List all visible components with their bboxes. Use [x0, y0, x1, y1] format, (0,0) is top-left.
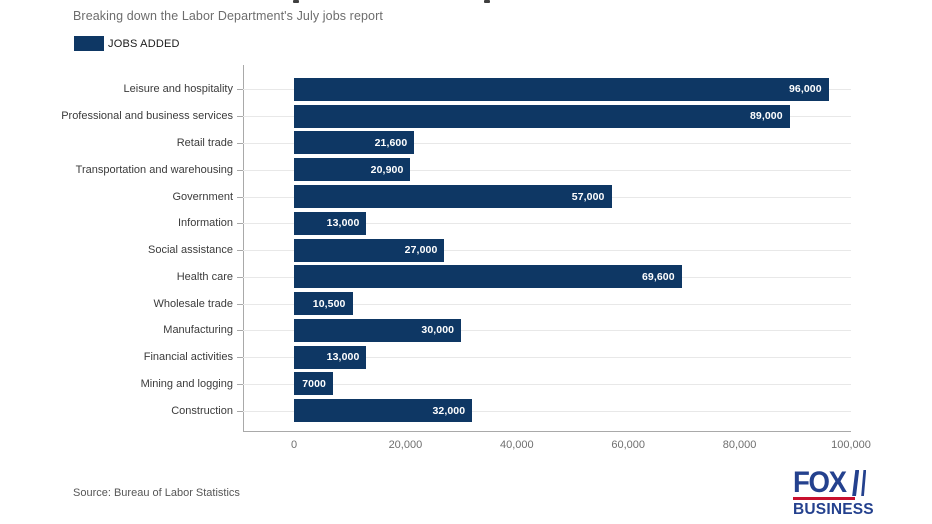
x-axis-tick-label: 20,000: [388, 439, 423, 451]
bar-value-label: 13,000: [326, 217, 360, 230]
bar-retail-trade[interactable]: 21,600: [294, 131, 415, 155]
category-tick: [237, 410, 243, 412]
category-label: Leisure and hospitality: [123, 83, 233, 96]
category-label: Manufacturing: [163, 324, 233, 337]
bar-manufacturing[interactable]: 30,000: [294, 318, 462, 342]
category-tick: [237, 357, 243, 359]
row-gridline: [243, 410, 851, 412]
row-gridline: [243, 303, 851, 305]
category-tick: [237, 330, 243, 332]
bar-value-label: 21,600: [374, 136, 408, 149]
category-label: Mining and logging: [140, 377, 233, 390]
bar-leisure-and-hospitality[interactable]: 96,000: [294, 77, 829, 101]
row-gridline: [243, 223, 851, 225]
bar-social-assistance[interactable]: 27,000: [294, 238, 445, 262]
row-gridline: [243, 142, 851, 144]
category-label: Transportation and warehousing: [75, 163, 233, 176]
bar-value-label: 13,000: [326, 351, 360, 364]
bar-value-label: 89,000: [749, 110, 783, 123]
category-tick: [237, 116, 243, 118]
x-axis-line: [243, 431, 851, 432]
business-logo-text: BUSINESS: [793, 501, 874, 518]
category-label: Construction: [171, 404, 233, 417]
x-axis-tick-label: 100,000: [831, 439, 871, 451]
category-tick: [237, 169, 243, 171]
bar-financial-activities[interactable]: 13,000: [294, 345, 367, 369]
category-label: Financial activities: [143, 351, 233, 364]
x-axis-tick-label: 0: [290, 439, 298, 451]
searchlight-beam-icon: [852, 470, 860, 496]
category-tick: [237, 196, 243, 198]
category-tick: [237, 89, 243, 91]
category-label: Health care: [176, 270, 233, 283]
bar-wholesale-trade[interactable]: 10,500: [294, 292, 353, 315]
bar-professional-and-business-services[interactable]: 89,000: [294, 104, 790, 128]
bar-value-label: 20,900: [370, 163, 404, 176]
row-gridline: [243, 250, 851, 251]
bar-construction[interactable]: 32,000: [294, 399, 473, 423]
row-gridline: [243, 169, 851, 171]
source-note: Source: Bureau of Labor Statistics: [73, 487, 240, 499]
bar-mining-and-logging[interactable]: 7000: [294, 372, 333, 396]
category-label: Information: [177, 217, 233, 230]
bar-value-label: 27,000: [404, 244, 438, 256]
category-tick: [237, 383, 243, 385]
chart-subtitle: Breaking down the Labor Department's Jul…: [73, 9, 383, 23]
bar-value-label: 7000: [302, 377, 326, 390]
cropped-title-descender: [484, 0, 490, 3]
category-tick: [237, 276, 243, 278]
category-tick: [237, 303, 243, 305]
cropped-title-descender: [293, 0, 299, 3]
category-label: Retail trade: [176, 136, 233, 149]
category-label: Government: [172, 190, 233, 203]
bar-government[interactable]: 57,000: [294, 185, 612, 208]
row-gridline: [243, 383, 851, 385]
category-tick: [237, 223, 243, 225]
row-gridline: [243, 357, 851, 359]
logo-red-underline: [793, 497, 855, 500]
bar-value-label: 30,000: [421, 324, 455, 337]
bar-health-care[interactable]: 69,600: [294, 265, 682, 289]
bar-value-label: 10,500: [312, 297, 346, 310]
x-axis-tick-label: 60,000: [611, 439, 646, 451]
bar-value-label: 69,600: [641, 270, 675, 283]
x-axis-tick-label: 40,000: [499, 439, 534, 451]
y-axis-line: [243, 65, 244, 431]
searchlight-beam-icon: [861, 470, 867, 496]
fox-business-logo: FOX BUSINESS: [793, 467, 929, 517]
legend: JOBS ADDED: [74, 36, 180, 51]
bar-value-label: 96,000: [788, 83, 822, 96]
legend-label: JOBS ADDED: [108, 37, 180, 50]
fox-logo-text: FOX: [793, 466, 847, 499]
category-label: Professional and business services: [61, 110, 233, 123]
fox-logo-wordmark: FOX: [793, 466, 929, 499]
category-label: Wholesale trade: [153, 297, 234, 310]
bar-transportation-and-warehousing[interactable]: 20,900: [294, 158, 411, 182]
bar-value-label: 32,000: [432, 404, 466, 417]
legend-swatch-icon: [74, 36, 104, 51]
bar-information[interactable]: 13,000: [294, 211, 367, 235]
x-axis-tick-label: 80,000: [722, 439, 757, 451]
row-gridline: [243, 330, 851, 332]
category-label: Social assistance: [148, 244, 233, 256]
category-tick: [237, 142, 243, 144]
bar-value-label: 57,000: [571, 190, 605, 203]
category-tick: [237, 250, 243, 251]
